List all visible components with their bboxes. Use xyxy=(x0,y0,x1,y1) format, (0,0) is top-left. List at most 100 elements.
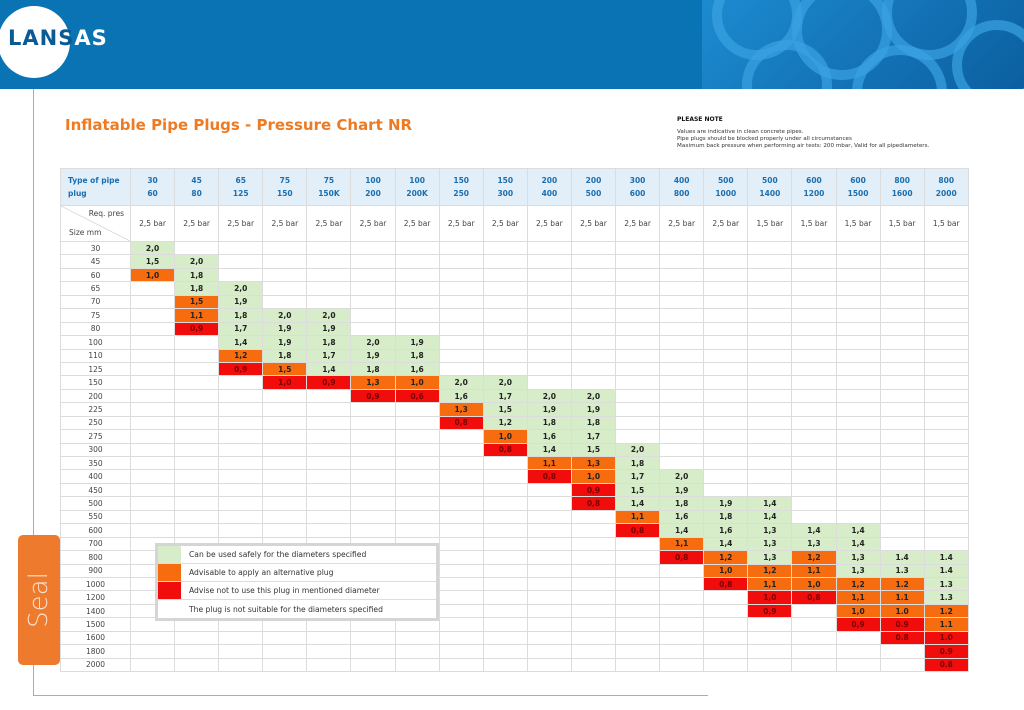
pressure-cell: 0,9 xyxy=(218,361,264,377)
pressure-cell: 1.2 xyxy=(923,603,969,619)
empty-cell xyxy=(659,361,705,377)
empty-cell xyxy=(879,294,925,310)
required-pressure: 1,5 bar xyxy=(879,205,925,242)
plug-max: 150K xyxy=(318,189,340,198)
empty-cell xyxy=(879,361,925,377)
empty-cell xyxy=(570,267,617,283)
empty-cell xyxy=(262,523,308,538)
size-cell: 350 xyxy=(60,455,131,471)
column-header: 100 200K xyxy=(394,168,440,206)
empty-cell xyxy=(747,469,793,484)
empty-cell xyxy=(218,509,264,525)
empty-cell xyxy=(791,321,837,337)
empty-cell xyxy=(615,415,661,431)
empty-cell xyxy=(703,617,749,632)
empty-cell xyxy=(350,455,396,471)
empty-cell xyxy=(703,402,749,417)
pressure-cell: 1,8 xyxy=(174,281,220,296)
empty-cell xyxy=(791,402,837,417)
pressure-cell: 2,0 xyxy=(174,254,220,269)
empty-cell xyxy=(747,321,793,337)
empty-cell xyxy=(659,308,705,323)
pressure-cell: 1,1 xyxy=(791,563,837,578)
empty-cell xyxy=(218,375,264,390)
plug-min: 75 xyxy=(279,176,291,185)
table-row: 550 1,1 1,6 1,8 1,4 xyxy=(60,509,969,525)
empty-cell xyxy=(438,321,484,337)
pressure-cell: 1,2 xyxy=(835,576,881,592)
pressure-cell: 1,9 xyxy=(262,335,308,350)
table-row: 600 0,8 1,4 1,6 1,3 1,4 1,4 xyxy=(60,523,969,538)
empty-cell xyxy=(791,617,837,632)
empty-cell xyxy=(615,617,661,632)
empty-cell xyxy=(615,361,661,377)
legend-item: Advisable to apply an alternative plug xyxy=(158,564,436,582)
empty-cell xyxy=(879,455,925,471)
pressure-cell: 1,1 xyxy=(174,308,220,323)
empty-cell xyxy=(615,603,661,619)
table-row: 350 1,1 1,3 1,8 xyxy=(60,455,969,471)
empty-cell xyxy=(174,442,220,458)
empty-cell xyxy=(438,630,484,646)
pressure-cell: 1,0 xyxy=(129,267,176,283)
empty-cell xyxy=(835,496,881,511)
empty-cell xyxy=(615,335,661,350)
empty-cell xyxy=(659,429,705,444)
empty-cell xyxy=(482,657,528,673)
empty-cell xyxy=(703,335,749,350)
column-header: 150 300 xyxy=(482,168,528,206)
plug-max: 125 xyxy=(232,189,249,198)
table-row: 275 1,0 1,6 1,7 xyxy=(60,429,969,444)
legend-item: Advise not to use this plug in mentioned… xyxy=(158,582,436,600)
size-cell: 450 xyxy=(60,482,131,498)
empty-cell xyxy=(482,361,528,377)
plug-max: 80 xyxy=(191,189,202,198)
empty-cell xyxy=(570,240,617,256)
empty-cell xyxy=(350,429,396,444)
column-header: 800 2000 xyxy=(923,168,969,206)
column-header: 200 400 xyxy=(526,168,572,206)
empty-cell xyxy=(394,267,440,283)
pressure-cell: 1,9 xyxy=(306,321,352,337)
empty-cell xyxy=(570,254,617,269)
empty-cell xyxy=(129,644,176,659)
empty-cell xyxy=(482,550,528,565)
pressure-cell: 1,8 xyxy=(350,361,396,377)
table-row: 1600 0.8 1.0 xyxy=(60,630,969,646)
empty-cell xyxy=(703,361,749,377)
empty-cell xyxy=(218,523,264,538)
pressure-cell: 0,9 xyxy=(350,388,396,404)
empty-cell xyxy=(262,281,308,296)
pressure-cell: 2,0 xyxy=(438,375,484,390)
empty-cell xyxy=(615,348,661,363)
empty-cell xyxy=(923,429,969,444)
legend-label: Advisable to apply an alternative plug xyxy=(189,568,334,577)
plug-min: 600 xyxy=(806,176,822,185)
pressure-cell: 1,3 xyxy=(835,563,881,578)
empty-cell xyxy=(174,630,220,646)
required-pressure: 1,5 bar xyxy=(791,205,837,242)
empty-cell xyxy=(659,321,705,337)
pressure-cell: 0,9 xyxy=(747,603,793,619)
empty-cell xyxy=(174,509,220,525)
pressure-cell: 0,8 xyxy=(438,415,484,431)
empty-cell xyxy=(835,657,881,673)
empty-cell xyxy=(570,617,617,632)
empty-cell xyxy=(879,375,925,390)
empty-cell xyxy=(306,267,352,283)
plug-max: 1400 xyxy=(759,189,781,198)
corner-cell: Req. pres Size mm xyxy=(60,205,131,242)
empty-cell xyxy=(394,321,440,337)
plug-max: 150 xyxy=(277,189,293,198)
required-pressure: 2,5 bar xyxy=(482,205,528,242)
empty-cell xyxy=(262,429,308,444)
plug-max: 500 xyxy=(585,189,602,198)
empty-cell xyxy=(482,630,528,646)
empty-cell xyxy=(835,388,881,404)
empty-cell xyxy=(791,348,837,363)
plug-min: 300 xyxy=(629,176,646,185)
corner-diagonal: Req. pres Size mm xyxy=(61,206,130,241)
empty-cell xyxy=(659,254,705,269)
empty-cell xyxy=(835,402,881,417)
plug-max: 600 xyxy=(629,189,646,198)
